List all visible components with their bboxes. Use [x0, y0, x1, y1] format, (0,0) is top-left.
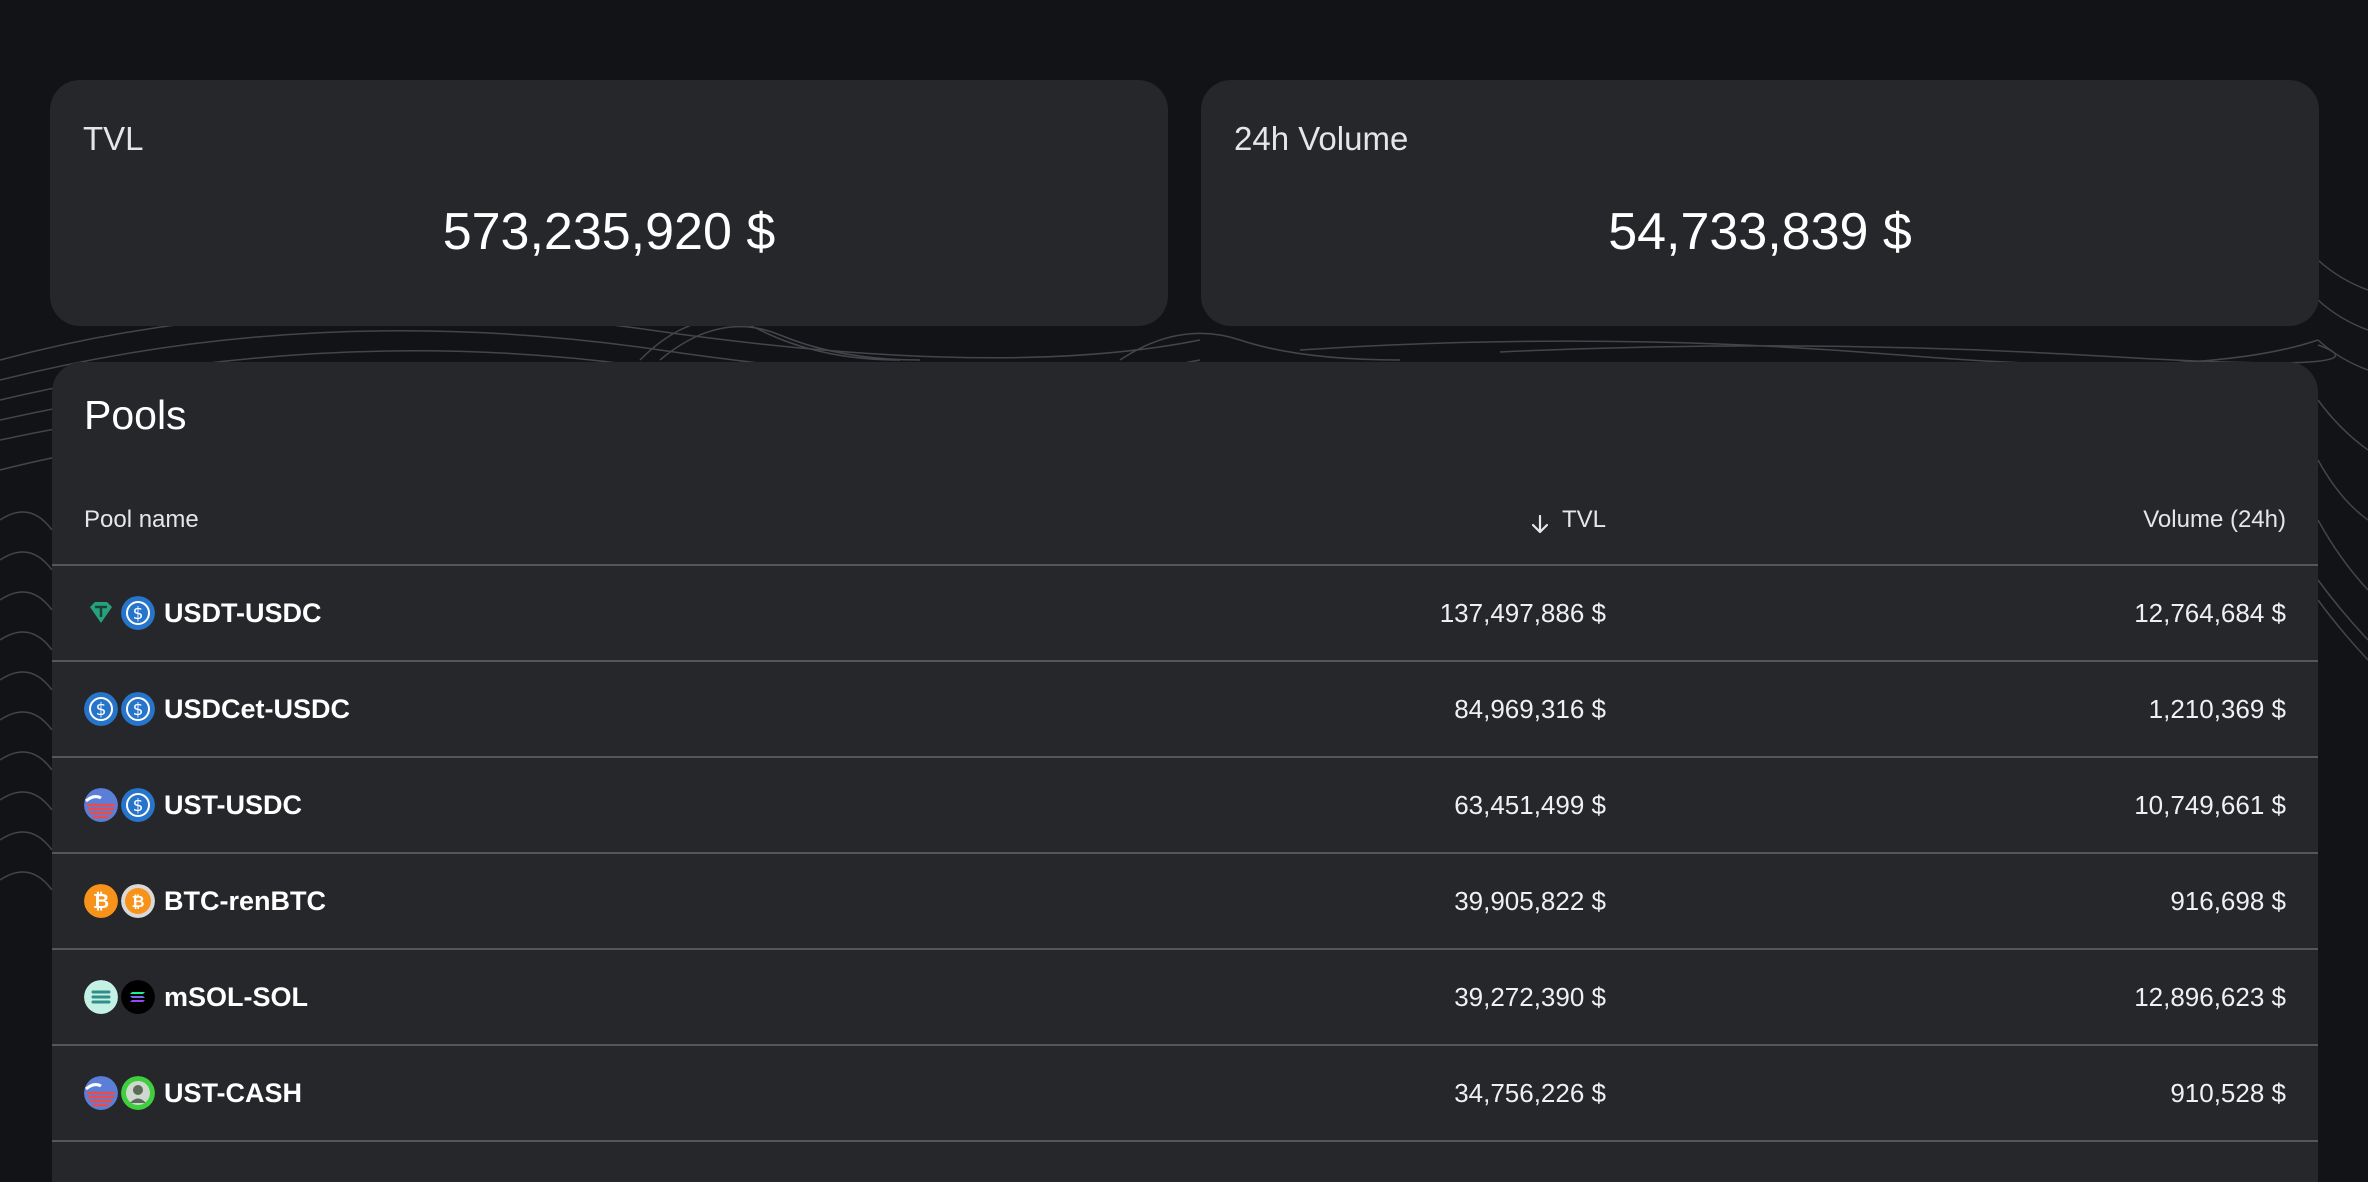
ust-icon [84, 788, 118, 822]
tvl-label: TVL [83, 120, 144, 157]
table-row[interactable]: ₿ ₿ BTC-renBTC 39,905,822 $ 916,698 $ [52, 854, 2318, 950]
pool-volume: 12,896,623 $ [2134, 982, 2286, 1012]
pool-name-cell: $ UST-USDC [84, 758, 302, 852]
svg-text:$: $ [133, 700, 144, 720]
pool-volume: 10,749,661 $ [2134, 790, 2286, 820]
svg-text:$: $ [133, 604, 144, 624]
cash-icon [121, 1076, 155, 1110]
table-row[interactable]: $ $ USDCet-USDC 84,969,316 $ 1,210,369 $ [52, 662, 2318, 758]
column-header-tvl[interactable]: TVL [1528, 492, 1606, 564]
pool-tvl: 84,969,316 $ [1454, 694, 1606, 724]
volume-label: 24h Volume [1234, 120, 1409, 157]
pool-name[interactable]: UST-CASH [164, 1077, 303, 1108]
ust-icon [84, 1076, 118, 1110]
volume-card: 24h Volume 54,733,839 $ [1201, 80, 2319, 326]
pool-name[interactable]: BTC-renBTC [164, 885, 326, 916]
svg-text:₿: ₿ [131, 892, 144, 911]
table-row[interactable]: $ USDT-USDC 137,497,886 $ 12,764,684 $ [52, 566, 2318, 662]
tvl-value: 573,235,920 $ [442, 203, 776, 261]
usdc-icon: $ [121, 596, 155, 630]
usdt-icon [90, 602, 112, 623]
pool-volume: 12,764,684 $ [2134, 598, 2286, 628]
pool-name-cell: $ USDT-USDC [84, 566, 322, 660]
pool-tvl: 39,905,822 $ [1454, 886, 1606, 916]
pool-tvl: 63,451,499 $ [1454, 790, 1606, 820]
pools-title: Pools [84, 392, 187, 438]
usdc-icon: $ [121, 692, 155, 726]
table-row[interactable]: mSOL-SOL 39,272,390 $ 12,896,623 $ [52, 950, 2318, 1046]
pool-name-cell: $ $ USDCet-USDC [84, 662, 350, 756]
pool-volume: 1,210,369 $ [2148, 694, 2286, 724]
pool-tvl: 39,272,390 $ [1454, 982, 1606, 1012]
msol-icon [84, 980, 118, 1014]
volume-value: 54,733,839 $ [1608, 203, 1912, 261]
column-header-tvl-label: TVL [1561, 506, 1606, 533]
pool-name-cell: UST-CASH [84, 1046, 302, 1140]
pool-name-cell: ₿ ₿ BTC-renBTC [84, 854, 326, 948]
usdc-icon: $ [84, 692, 118, 726]
pool-name[interactable]: USDT-USDC [164, 597, 322, 628]
svg-text:$: $ [133, 796, 144, 816]
svg-text:$: $ [96, 700, 107, 720]
btc-icon: ₿ [84, 884, 118, 918]
column-header-pool-name[interactable]: Pool name [84, 506, 199, 533]
pools-table-card: Pools Pool name TVL Volume (24h) $ USDT-… [52, 362, 2318, 1182]
svg-text:₿: ₿ [93, 889, 109, 913]
pool-name-cell: mSOL-SOL [84, 950, 308, 1044]
arrow-down-icon [1531, 514, 1549, 534]
pool-name[interactable]: USDCet-USDC [164, 693, 351, 724]
renbtc-icon: ₿ [121, 884, 155, 918]
table-header: Pool name TVL Volume (24h) [52, 492, 2318, 566]
pool-name[interactable]: UST-USDC [164, 789, 303, 820]
pool-name[interactable]: mSOL-SOL [164, 981, 309, 1012]
column-header-volume[interactable]: Volume (24h) [2143, 506, 2286, 533]
tvl-card: TVL 573,235,920 $ [50, 80, 1168, 326]
usdc-icon: $ [121, 788, 155, 822]
sol-icon [121, 980, 155, 1014]
pool-volume: 910,528 $ [2170, 1078, 2286, 1108]
table-row[interactable]: $ UST-USDC 63,451,499 $ 10,749,661 $ [52, 758, 2318, 854]
pool-tvl: 34,756,226 $ [1454, 1078, 1606, 1108]
table-row[interactable]: UST-CASH 34,756,226 $ 910,528 $ [52, 1046, 2318, 1142]
pool-volume: 916,698 $ [2170, 886, 2286, 916]
pool-tvl: 137,497,886 $ [1439, 598, 1606, 628]
